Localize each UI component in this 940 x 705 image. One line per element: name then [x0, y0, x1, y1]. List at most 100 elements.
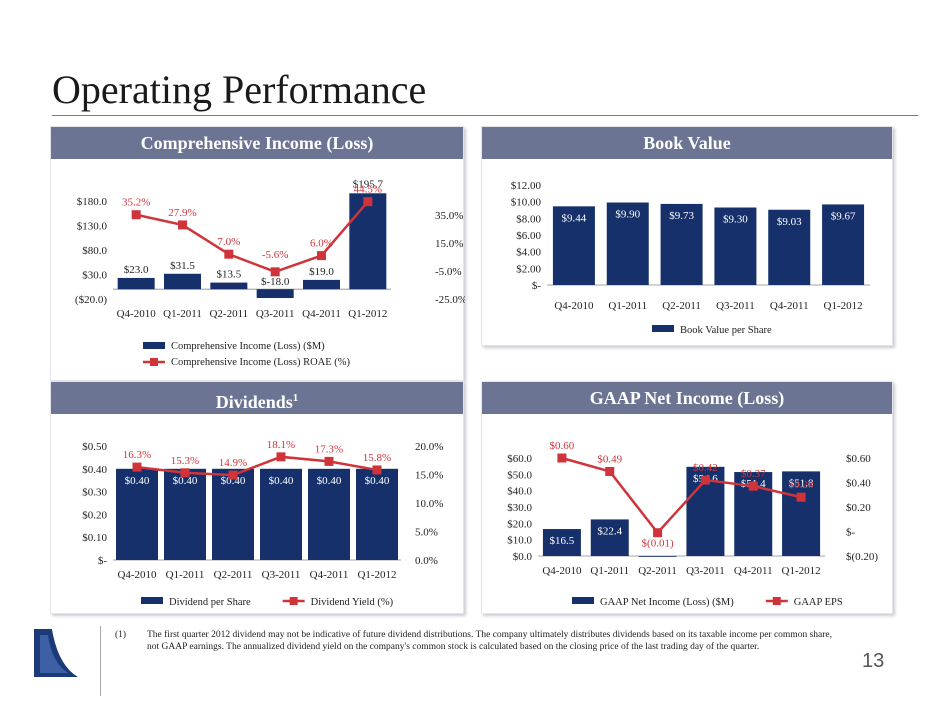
comprehensive-yleft-tick: ($20.0)	[75, 294, 107, 306]
dividends-point-label: 18.1%	[267, 439, 295, 451]
comprehensive-bar	[164, 273, 201, 290]
comprehensive-income-header: Comprehensive Income (Loss)	[51, 127, 463, 159]
dividends-bar-label: $0.40	[173, 475, 198, 487]
comprehensive-category-label: Q1-2011	[163, 308, 202, 320]
comprehensive-point-label: -5.6%	[262, 249, 289, 261]
gaap-bar-label: $16.5	[550, 535, 575, 547]
book_value-category-label: Q4-2011	[770, 300, 809, 312]
comprehensive-income-chart: ($20.0) $30.0 $80.0 $130.0 $180.0 -25.0% -5.0%…	[75, 178, 465, 368]
book_value-bar-label: $9.44	[562, 212, 587, 224]
comprehensive-point	[224, 249, 234, 259]
book_value-yleft-tick: $8.00	[516, 213, 541, 225]
book_value-category-label: Q3-2011	[716, 300, 755, 312]
comprehensive-yright-tick: 15.0%	[435, 238, 463, 250]
gaap-net-income-header: GAAP Net Income (Loss)	[482, 382, 892, 414]
gaap-bar	[782, 471, 821, 556]
dividends-point	[180, 468, 190, 478]
dividends-point	[228, 470, 238, 480]
dividends-bar	[308, 468, 350, 560]
book_value-legend-swatch	[652, 325, 674, 332]
book_value-bar	[714, 207, 757, 285]
dividends-category-label: Q2-2011	[214, 569, 253, 581]
comprehensive-point	[270, 267, 280, 277]
comprehensive-point	[317, 251, 326, 261]
comprehensive-point-label: 27.9%	[168, 207, 196, 219]
gaap-point	[700, 475, 710, 485]
gaap-category-label: Q3-2011	[686, 565, 725, 577]
dividends-header: Dividends1	[51, 382, 463, 414]
footnote-number: (1)	[115, 630, 127, 640]
dividends-bar	[260, 468, 302, 560]
book_value-bar-label: $9.30	[723, 214, 748, 226]
two-harbors-logo	[28, 625, 88, 697]
dividends-legend-swatch	[141, 597, 163, 604]
gaap-bar-label: $51.8	[789, 477, 814, 489]
comprehensive-point	[131, 210, 141, 220]
dividends-yleft-tick: $0.40	[82, 464, 107, 476]
dividends-yleft-tick: $0.30	[82, 487, 107, 499]
book_value-bar-label: $9.67	[831, 210, 856, 222]
dividends-yleft-tick: $0.20	[82, 509, 107, 521]
comprehensive-point-label: 7.0%	[217, 236, 240, 248]
dividends-point-label: 15.3%	[171, 455, 199, 467]
comprehensive-point-label: 6.0%	[310, 238, 333, 250]
gaap-point-label: $(0.01)	[642, 538, 674, 550]
book_value-bar	[606, 202, 649, 285]
dividends-chart: $- $0.10 $0.20 $0.30 $0.40 $0.50 0.0% 5.0% 10.0%…	[82, 439, 443, 608]
gaap-point-label: $0.37	[741, 468, 766, 480]
comprehensive-yright-tick: -25.0%	[435, 294, 465, 306]
gaap-point	[748, 481, 758, 491]
dividends-yleft-tick: $0.50	[82, 441, 107, 453]
dividends-point	[372, 465, 382, 475]
comprehensive-yright-tick: -5.0%	[435, 266, 462, 278]
gaap-category-label: Q2-2011	[638, 565, 677, 577]
dividends-bar-label: $0.40	[125, 475, 150, 487]
book_value-bar-label: $9.03	[777, 216, 802, 228]
gaap-yright-tick: $0.40	[846, 478, 871, 490]
gaap-net-income-panel: GAAP Net Income (Loss) $0.0 $10.0 $20.0 $30…	[481, 381, 893, 614]
comprehensive-point-label: 35.2%	[122, 197, 150, 209]
gaap-yleft-tick: $50.0	[507, 469, 532, 481]
gaap-net-income-chart: $0.0 $10.0 $20.0 $30.0 $40.0 $50.0 $60.0 $(0.20…	[507, 440, 878, 608]
dividends-legend-label: Dividend Yield (%)	[311, 597, 394, 608]
comprehensive-bar-label: $-18.0	[261, 276, 290, 288]
dividends-point-label: 15.8%	[363, 452, 391, 464]
gaap-yleft-tick: $0.0	[513, 551, 533, 563]
logo-divider	[100, 626, 101, 696]
comprehensive-bar	[117, 277, 155, 290]
dividends-point	[132, 462, 142, 472]
comprehensive-yleft-tick: $80.0	[82, 245, 107, 257]
gaap-legend-label: GAAP Net Income (Loss) ($M)	[600, 597, 734, 608]
book_value-category-label: Q1-2012	[824, 300, 863, 312]
gaap-point	[557, 453, 567, 463]
gaap-point	[605, 466, 615, 476]
dividends-yright-tick: 10.0%	[415, 498, 443, 510]
gaap-point	[796, 492, 806, 502]
comprehensive-category-label: Q3-2011	[256, 308, 295, 320]
comprehensive-legend-swatch	[143, 342, 165, 349]
comprehensive-legend-swatch	[150, 358, 158, 366]
comprehensive-category-label: Q1-2012	[348, 308, 387, 320]
gaap-yright-tick: $-	[846, 527, 856, 539]
dividends-bar	[356, 468, 398, 560]
gaap-legend-label: GAAP EPS	[794, 597, 843, 608]
book_value-yleft-tick: $6.00	[516, 230, 541, 242]
comprehensive-bar-label: $19.0	[309, 266, 334, 278]
comprehensive-category-label: Q2-2011	[209, 308, 248, 320]
dividends-bar	[164, 468, 206, 560]
comprehensive-bar-label: $23.0	[124, 264, 149, 276]
comprehensive-bar-label: $31.5	[170, 260, 195, 272]
comprehensive-category-label: Q4-2010	[117, 308, 157, 320]
footnote: (1) The first quarter 2012 dividend may …	[115, 629, 835, 653]
gaap-legend-swatch	[572, 597, 594, 604]
dividends-yleft-tick: $-	[98, 555, 108, 567]
dividends-yright-tick: 0.0%	[415, 555, 438, 567]
dividends-bar-label: $0.40	[221, 475, 246, 487]
gaap-yleft-tick: $60.0	[507, 453, 532, 465]
page-number: 13	[862, 650, 885, 672]
comprehensive-category-label: Q4-2011	[302, 308, 341, 320]
gaap-point-label: $0.60	[550, 440, 575, 452]
book_value-bar	[552, 206, 595, 285]
dividends-bar-label: $0.40	[317, 475, 342, 487]
book-value-chart: $- $2.00 $4.00 $6.00 $8.00 $10.00 $12.00 $9.44 Q…	[511, 180, 870, 336]
